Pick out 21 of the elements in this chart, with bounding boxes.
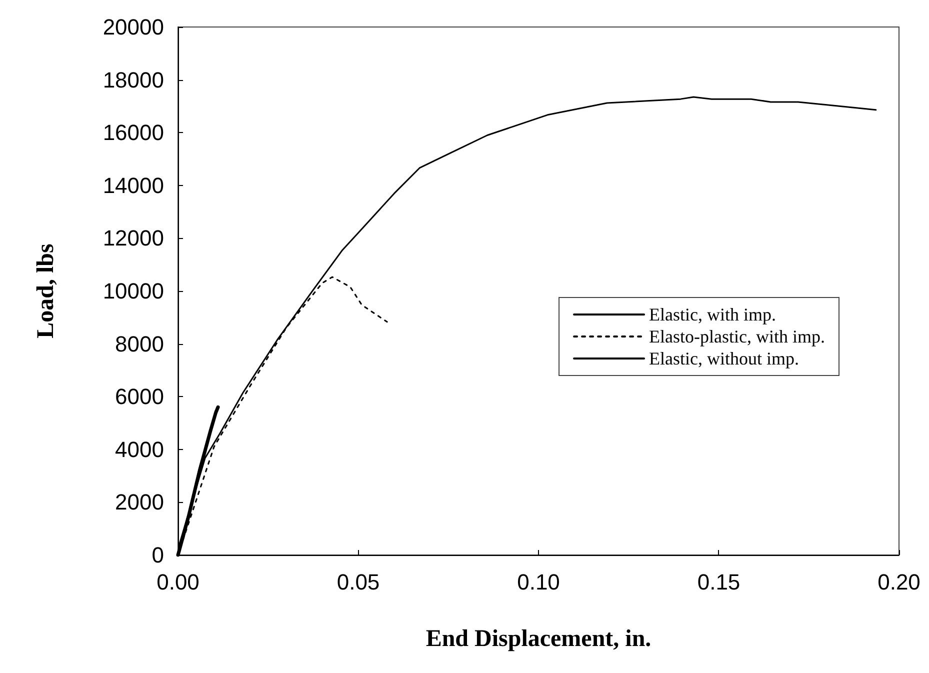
y-axis-title: Load, lbs bbox=[33, 244, 59, 338]
y-tick-label: 14000 bbox=[102, 172, 164, 198]
y-tick-label: 10000 bbox=[102, 278, 164, 304]
y-tick-label: 18000 bbox=[102, 67, 164, 92]
x-tick-label: 0.15 bbox=[697, 570, 740, 594]
y-tick-label: 0 bbox=[152, 542, 164, 568]
x-axis-title: End Displacement, in. bbox=[426, 626, 652, 652]
y-tick-label: 2000 bbox=[115, 490, 164, 515]
y-tick-label: 12000 bbox=[102, 226, 164, 251]
y-tick-label: 20000 bbox=[102, 14, 164, 40]
legend-label: Elasto-plastic, with imp. bbox=[649, 326, 826, 346]
y-tick-label: 4000 bbox=[115, 436, 164, 462]
x-tick-label: 0.20 bbox=[878, 570, 920, 594]
legend-label: Elastic, without imp. bbox=[649, 348, 800, 368]
y-tick-label: 8000 bbox=[115, 331, 164, 356]
x-tick-label: 0.05 bbox=[336, 570, 380, 594]
legend-label: Elastic, with imp. bbox=[649, 304, 776, 324]
y-tick-label: 6000 bbox=[115, 384, 164, 410]
y-tick-label: 16000 bbox=[102, 120, 164, 146]
x-tick-label: 0.10 bbox=[517, 570, 560, 594]
x-tick-label: 0.00 bbox=[156, 570, 200, 594]
